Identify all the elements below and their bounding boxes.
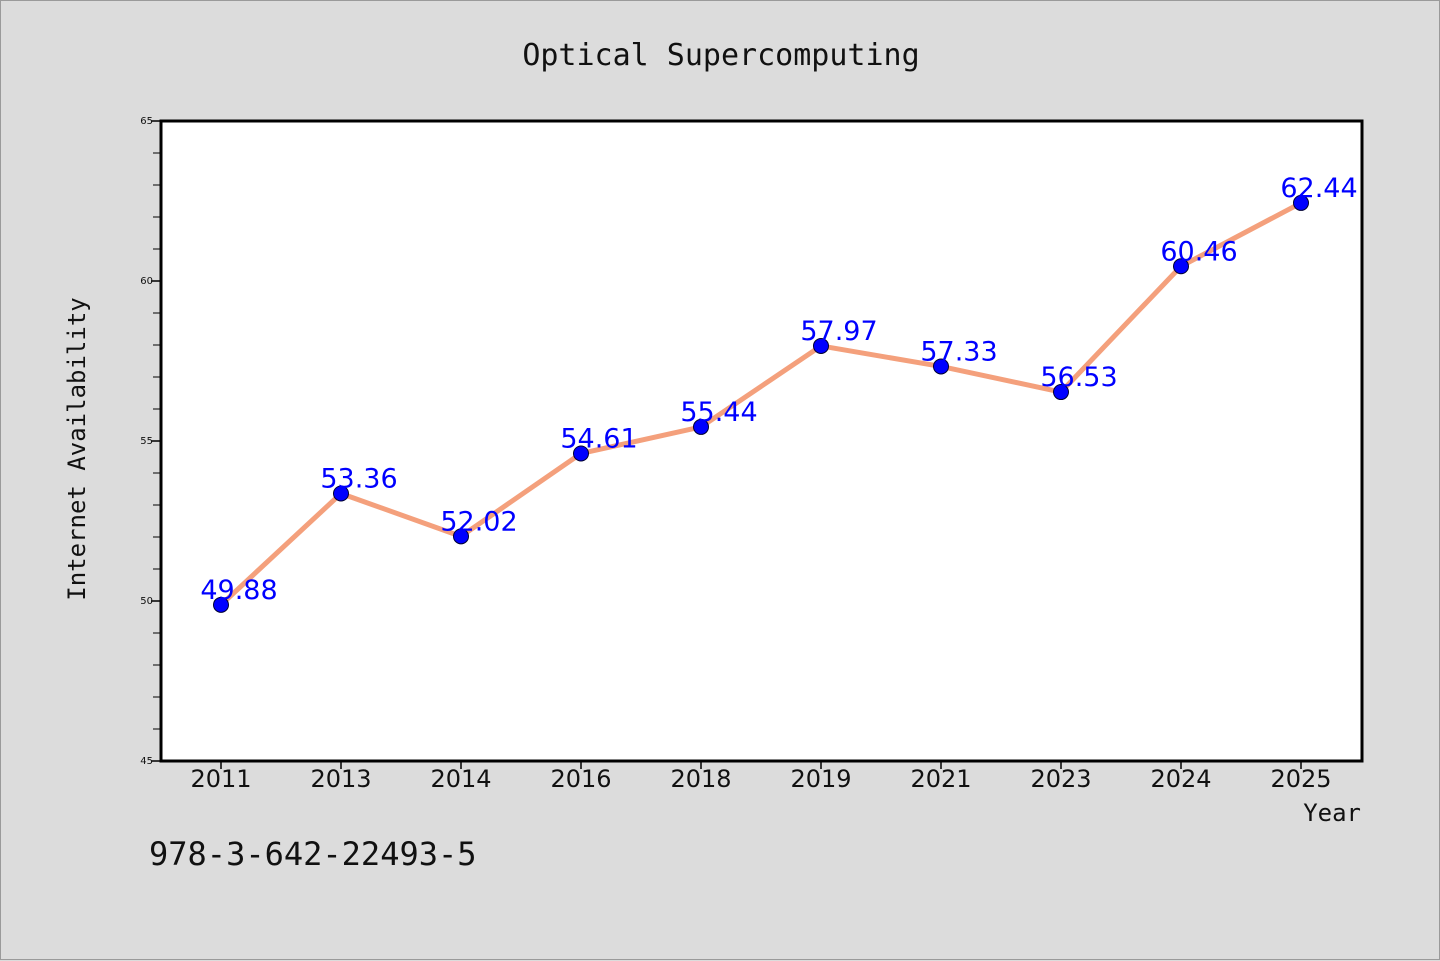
y-tick-label: 50 [140,596,153,607]
data-point [333,485,349,502]
y-axis: 45 50 55 60 65 [140,116,161,767]
x-axis-label: Year [1303,799,1361,827]
y-tick-label: 45 [140,756,153,767]
data-label: 56.53 [1040,362,1117,393]
data-point [213,596,229,613]
data-label: 49.88 [200,575,277,606]
series-markers [213,194,1309,613]
x-tick-label: 2013 [310,765,371,793]
data-point [933,358,949,375]
isbn-annotation: 978-3-642-22493-5 [149,835,477,873]
x-tick-label: 2025 [1270,765,1331,793]
plot-area [159,119,1364,763]
x-tick-label: 2014 [430,765,491,793]
data-point [693,418,709,435]
data-point [1173,258,1189,275]
chart-title: Optical Supercomputing [522,38,919,73]
data-point [813,337,829,354]
x-tick-label: 2011 [190,765,251,793]
data-point [1293,194,1309,211]
data-label: 57.33 [920,336,997,367]
data-label: 53.36 [320,463,397,494]
data-point [573,445,589,462]
y-tick-label: 60 [140,276,153,287]
x-tick-label: 2023 [1030,765,1091,793]
data-labels: 49.88 53.36 52.02 54.61 55.44 57.97 57.33 56.53… [200,173,1357,606]
x-tick-label: 2016 [550,765,611,793]
data-label: 54.61 [560,423,637,454]
series-line [218,200,1304,608]
x-tick-label: 2024 [1150,765,1211,793]
data-label: 60.46 [1160,236,1237,267]
x-tick-label: 2019 [790,765,851,793]
y-tick-label: 65 [140,116,153,127]
x-tick-label: 2018 [670,765,731,793]
data-label: 57.97 [800,316,877,347]
series-line-group [218,200,1304,608]
data-label: 62.44 [1280,173,1357,204]
x-tick-label: 2021 [910,765,971,793]
data-point [1053,384,1069,401]
data-label: 55.44 [680,397,757,428]
y-tick-label: 55 [140,436,153,447]
x-axis: 2011 2013 2014 2016 2018 2019 2021 2023 2024 2025 [190,761,1332,793]
y-axis-label: Internet Availability [63,297,91,600]
data-label: 52.02 [440,506,517,537]
data-point [453,528,469,545]
